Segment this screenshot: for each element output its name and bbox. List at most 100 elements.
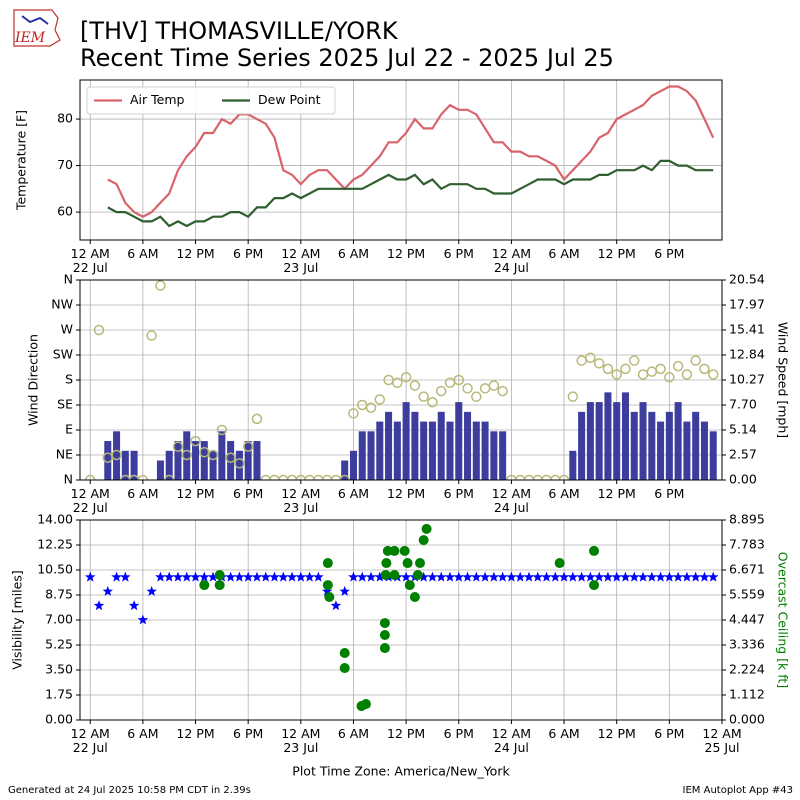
wind-direction-point (93, 324, 105, 336)
wind-direction-point (427, 396, 438, 408)
x-tick-label: 6 AM (127, 246, 159, 261)
visibility-point (453, 571, 464, 582)
y-tick-label: 10.50 (37, 562, 73, 577)
ceiling-point (415, 558, 426, 569)
visibility-point (357, 571, 368, 582)
ceiling-point (324, 592, 335, 603)
marks (84, 280, 719, 480)
x-tick-label: 12 AM 24 Jul (491, 486, 532, 515)
y-axis-label: Visibility [miles] (10, 570, 25, 669)
visibility-point (330, 600, 342, 611)
wind-direction-point (304, 474, 315, 480)
wind-speed-bar (481, 421, 489, 480)
x-tick-label: 12 AM 23 Jul (281, 246, 321, 275)
wind-speed-bar (174, 441, 182, 480)
wind-speed-bar (455, 402, 463, 480)
y2-axis-label: Wind Speed [mph] (776, 322, 791, 438)
y-tick-label: N (64, 272, 73, 287)
visibility-point (567, 571, 579, 582)
wind-speed-bar (621, 392, 629, 480)
x-tick-label: 12 PM (176, 486, 215, 501)
visibility-point (637, 571, 649, 582)
visibility-point (576, 571, 587, 582)
y-axis-label: Temperature [F] (14, 110, 29, 211)
visibility-point (199, 571, 210, 582)
line-series (107, 159, 714, 228)
x-tick-label: 6 PM (654, 486, 685, 501)
visibility-point (646, 571, 657, 582)
visibility-point (269, 571, 280, 582)
visibility-point (629, 571, 640, 582)
panel: 60 70 80 Temperature [F] Air Temp Dew Point (14, 79, 723, 244)
visibility-point (102, 585, 113, 596)
wind-direction-point (365, 402, 377, 414)
wind-speed-bar (472, 421, 480, 480)
y2-tick-label: 1.112 (729, 686, 765, 701)
ceiling-point (214, 580, 225, 591)
visibility-point (164, 571, 175, 582)
y2-tick-label: 4.447 (729, 612, 765, 627)
wind-speed-bar (428, 421, 436, 480)
wind-speed-bar (595, 402, 603, 480)
wind-speed-bar (639, 402, 647, 480)
wind-direction-point (163, 474, 175, 480)
y2-tick-label: 2.224 (729, 661, 765, 676)
visibility-point (602, 571, 614, 582)
wind-direction-point (286, 474, 298, 480)
wind-direction-point (462, 383, 473, 394)
ceiling-point (199, 580, 210, 591)
y2-tick-label: 10.27 (729, 372, 765, 387)
x-tick-label: 6 PM (443, 726, 474, 741)
plot-frame (79, 519, 723, 721)
visibility-point (365, 571, 377, 582)
wind-speed-bar (113, 431, 121, 480)
y-tick-label: S (65, 372, 73, 387)
ceiling-point (389, 569, 400, 580)
visibility-point (427, 571, 438, 582)
wind-speed-bar (200, 441, 208, 480)
footer-left: Generated at 24 Jul 2025 10:58 PM CDT in… (8, 785, 251, 796)
wind-speed-bar (665, 411, 673, 480)
wind-direction-point (435, 385, 447, 397)
y-tick-label: 3.50 (45, 662, 73, 677)
wind-speed-bar (244, 441, 252, 480)
y-tick-label: 60 (57, 204, 73, 219)
wind-direction-point (699, 363, 710, 375)
wind-speed-bar (700, 421, 708, 480)
wind-direction-point (611, 369, 622, 380)
visibility-point (672, 571, 684, 582)
marks (107, 85, 715, 228)
wind-direction-point (321, 474, 333, 480)
wind-direction-point (111, 449, 122, 461)
x-tick-label: 6 PM (233, 486, 264, 501)
wind-speed-bar (253, 441, 261, 480)
wind-direction-point (523, 474, 535, 480)
visibility-point (541, 571, 552, 582)
x-tick-label: 12 AM 22 Jul (70, 726, 110, 755)
wind-direction-point (453, 374, 465, 386)
wind-speed-bar (341, 460, 349, 480)
wind-direction-point (216, 424, 228, 436)
y-tick-label: SW (53, 347, 73, 362)
visibility-point (128, 600, 140, 611)
wind-direction-point (172, 441, 184, 452)
y2-tick-label: 8.895 (729, 512, 765, 527)
wind-speed-bar (349, 450, 357, 480)
wind-speed-bar (411, 411, 419, 480)
x-tick-label: 12 AM 24 Jul (491, 726, 532, 755)
visibility-point (137, 614, 149, 625)
wind-speed-bar (464, 411, 472, 480)
legend-label: Dew Point (258, 92, 321, 107)
visibility-point (251, 571, 263, 582)
wind-speed-bar (367, 431, 375, 480)
x-tick-label: 12 PM (387, 486, 426, 501)
wind-speed-bar (420, 421, 428, 480)
visibility-point (593, 571, 605, 582)
y-tick-label: 12.25 (37, 537, 73, 552)
visibility-point (155, 571, 166, 582)
visibility-point (190, 571, 201, 582)
visibility-point (85, 571, 96, 582)
x-tick-label: 6 PM (654, 726, 685, 741)
wind-direction-point (392, 377, 403, 389)
visibility-point (523, 571, 535, 582)
